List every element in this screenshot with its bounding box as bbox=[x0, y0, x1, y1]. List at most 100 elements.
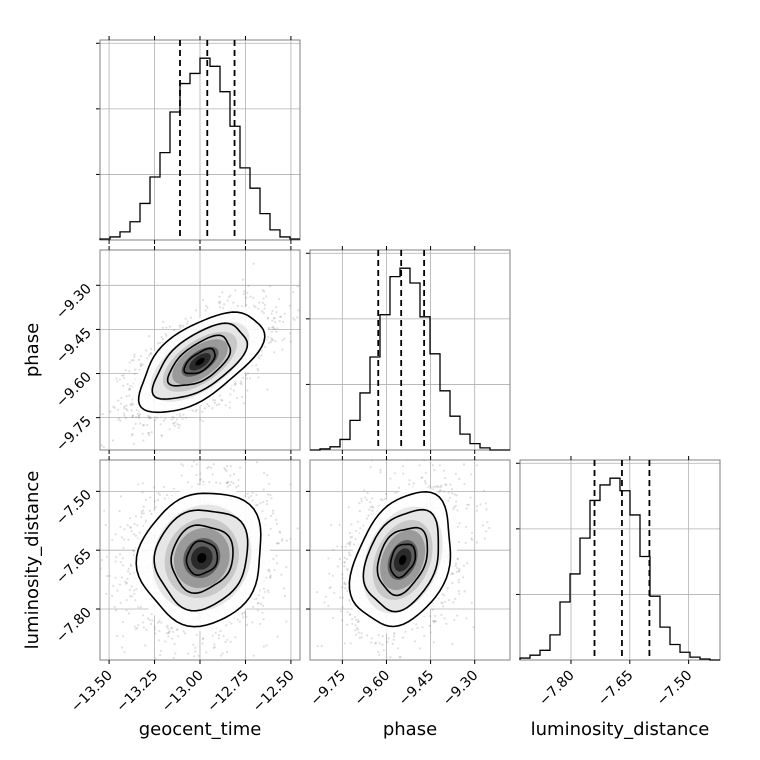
scatter-point bbox=[204, 309, 207, 312]
scatter-point bbox=[134, 422, 137, 425]
scatter-point bbox=[283, 337, 286, 340]
scatter-point bbox=[194, 646, 197, 650]
scatter-point bbox=[129, 595, 132, 598]
scatter-point bbox=[111, 594, 114, 598]
scatter-point bbox=[206, 403, 209, 406]
scatter-point bbox=[267, 493, 270, 496]
scatter-point bbox=[127, 388, 131, 391]
scatter-point bbox=[269, 494, 272, 497]
scatter-point bbox=[136, 626, 139, 630]
scatter-point bbox=[219, 630, 222, 633]
histogram-panel-luminosity-distance bbox=[516, 456, 721, 664]
scatter-point bbox=[229, 640, 232, 644]
scatter-point bbox=[159, 649, 162, 653]
scatter-point bbox=[192, 460, 196, 463]
scatter-point bbox=[130, 409, 133, 412]
scatter-point bbox=[172, 656, 175, 660]
scatter-point bbox=[119, 419, 122, 422]
scatter-point bbox=[257, 594, 260, 597]
scatter-point bbox=[97, 405, 99, 407]
scatter-point bbox=[255, 461, 258, 464]
scatter-point bbox=[238, 620, 242, 623]
scatter-point bbox=[283, 595, 286, 598]
scatter-point bbox=[150, 348, 153, 351]
scatter-point bbox=[268, 570, 271, 573]
scatter-point bbox=[134, 368, 137, 371]
scatter-point bbox=[223, 667, 225, 669]
scatter-point bbox=[116, 380, 119, 383]
scatter-point bbox=[272, 317, 275, 320]
scatter-point bbox=[180, 463, 183, 466]
scatter-point bbox=[223, 303, 226, 306]
scatter-point bbox=[201, 420, 204, 423]
scatter-point bbox=[138, 416, 141, 420]
scatter-point bbox=[242, 616, 245, 619]
scatter-point bbox=[274, 340, 277, 343]
scatter-point bbox=[202, 480, 205, 483]
scatter-point bbox=[151, 619, 154, 622]
contour-line-3 bbox=[137, 311, 266, 414]
scatter-point bbox=[105, 555, 108, 558]
scatter-point bbox=[195, 633, 198, 636]
scatter-point bbox=[258, 301, 261, 304]
scatter-point bbox=[149, 351, 153, 355]
scatter-point bbox=[237, 484, 240, 487]
scatter-point bbox=[253, 304, 256, 308]
scatter-point bbox=[218, 306, 222, 309]
scatter-point bbox=[172, 487, 176, 490]
scatter-point bbox=[181, 417, 184, 420]
scatter-point bbox=[117, 399, 120, 402]
scatter-point bbox=[271, 319, 274, 322]
scatter-point bbox=[149, 416, 152, 420]
contour-line-2 bbox=[151, 322, 249, 400]
scatter-point bbox=[303, 301, 305, 303]
scatter-point bbox=[277, 542, 280, 545]
scatter-point bbox=[203, 407, 206, 410]
scatter-point bbox=[237, 478, 240, 482]
scatter-point bbox=[263, 303, 267, 306]
scatter-point bbox=[118, 417, 121, 420]
scatter-point bbox=[245, 623, 248, 627]
scatter-point bbox=[101, 413, 104, 416]
scatter-point bbox=[275, 330, 278, 333]
scatter-point bbox=[272, 509, 275, 512]
scatter-point bbox=[166, 632, 169, 635]
scatter-point bbox=[224, 439, 226, 441]
scatter-point bbox=[179, 415, 182, 418]
scatter-point bbox=[135, 408, 138, 411]
scatter-point bbox=[213, 452, 215, 454]
scatter-point bbox=[241, 278, 245, 281]
scatter-point bbox=[225, 624, 228, 627]
scatter-point bbox=[128, 387, 131, 390]
scatter-point bbox=[134, 628, 137, 631]
scatter-point bbox=[122, 374, 125, 377]
scatter-point bbox=[272, 512, 275, 515]
scatter-point bbox=[170, 418, 173, 421]
scatter-point bbox=[119, 601, 122, 604]
scatter-point bbox=[137, 606, 140, 609]
scatter-point bbox=[199, 472, 202, 475]
scatter-point bbox=[175, 418, 178, 421]
scatter-point bbox=[206, 467, 209, 470]
scatter-point bbox=[145, 349, 148, 352]
scatter-point bbox=[279, 531, 282, 534]
scatter-point bbox=[132, 533, 136, 536]
scatter-point bbox=[187, 652, 190, 655]
scatter-point bbox=[117, 418, 120, 421]
scatter-point bbox=[275, 306, 278, 309]
scatter-point bbox=[255, 504, 258, 507]
scatter-point bbox=[265, 295, 268, 298]
scatter-point bbox=[154, 419, 157, 422]
scatter-point bbox=[119, 561, 122, 564]
scatter-point bbox=[218, 403, 221, 406]
scatter-point bbox=[267, 591, 270, 594]
scatter-point bbox=[157, 499, 160, 502]
scatter-point bbox=[257, 376, 260, 379]
scatter-point bbox=[133, 589, 136, 592]
scatter-point bbox=[213, 643, 216, 646]
scatter-point bbox=[173, 424, 176, 427]
scatter-point bbox=[137, 358, 140, 361]
scatter-point bbox=[262, 596, 265, 599]
scatter-point bbox=[149, 496, 152, 499]
scatter-point bbox=[165, 326, 168, 329]
